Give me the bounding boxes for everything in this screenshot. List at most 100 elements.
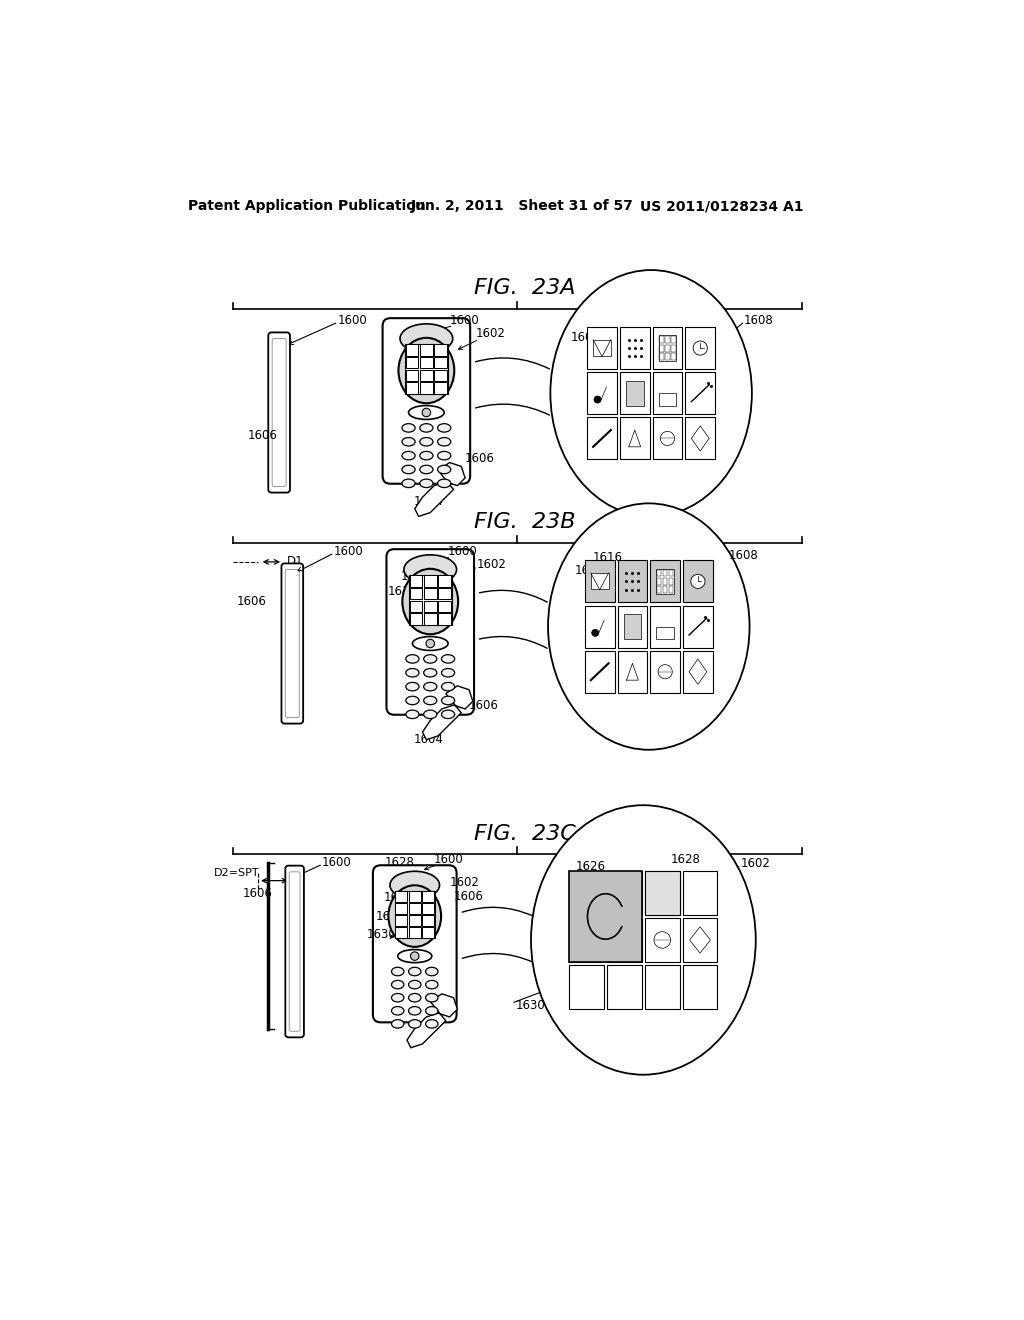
Ellipse shape	[402, 479, 415, 487]
Bar	[666, 345, 670, 351]
Bar	[585, 606, 614, 648]
Bar	[607, 965, 642, 1008]
Ellipse shape	[391, 1007, 403, 1015]
Ellipse shape	[403, 554, 457, 585]
Bar	[409, 891, 421, 902]
Text: 1600: 1600	[450, 314, 479, 326]
Bar	[620, 327, 649, 370]
Bar	[424, 589, 436, 599]
Text: US 2011/0128234 A1: US 2011/0128234 A1	[640, 199, 803, 213]
Bar	[672, 352, 676, 360]
Bar	[438, 614, 451, 624]
Ellipse shape	[550, 271, 752, 516]
Bar	[434, 370, 446, 381]
Bar	[658, 335, 677, 360]
Bar	[650, 651, 680, 693]
Text: 1602: 1602	[477, 558, 507, 572]
FancyBboxPatch shape	[383, 318, 470, 483]
Bar	[683, 560, 713, 602]
Bar	[617, 560, 647, 602]
Ellipse shape	[424, 710, 437, 718]
Bar	[406, 370, 419, 381]
Bar	[659, 337, 664, 343]
Bar	[424, 576, 436, 586]
Bar	[657, 578, 662, 585]
Ellipse shape	[426, 981, 438, 989]
Ellipse shape	[422, 408, 431, 417]
Bar	[422, 891, 434, 902]
Text: 1628: 1628	[385, 855, 415, 869]
Ellipse shape	[391, 994, 403, 1002]
Ellipse shape	[391, 1019, 403, 1028]
Ellipse shape	[391, 968, 403, 975]
Bar	[683, 965, 718, 1008]
Text: FIG.  23B: FIG. 23B	[474, 512, 575, 532]
Bar	[617, 606, 647, 648]
Text: 1602: 1602	[570, 330, 601, 343]
Bar	[645, 917, 680, 962]
Text: 1602: 1602	[574, 564, 604, 577]
Bar	[410, 601, 422, 612]
Bar	[438, 589, 451, 599]
Bar	[685, 372, 715, 414]
Text: FIG.  23C: FIG. 23C	[474, 824, 575, 843]
Bar	[406, 358, 419, 368]
Bar	[422, 915, 434, 925]
Ellipse shape	[424, 655, 437, 663]
Bar	[593, 339, 611, 356]
Text: 1612: 1612	[388, 585, 418, 598]
Bar	[624, 614, 641, 639]
Text: 1604: 1604	[414, 733, 443, 746]
Text: D2=SPT: D2=SPT	[214, 869, 259, 878]
Ellipse shape	[437, 437, 451, 446]
Bar	[659, 345, 664, 351]
FancyBboxPatch shape	[386, 549, 474, 714]
Bar	[620, 372, 649, 414]
Ellipse shape	[437, 465, 451, 474]
Text: 1602: 1602	[740, 857, 770, 870]
Circle shape	[594, 396, 601, 403]
Bar	[422, 927, 434, 937]
Bar	[406, 345, 419, 355]
Bar	[669, 569, 674, 577]
Text: 1600: 1600	[334, 545, 364, 557]
Text: 1606: 1606	[469, 698, 499, 711]
Bar	[620, 417, 649, 459]
Bar	[645, 871, 680, 915]
Text: 1626: 1626	[575, 861, 606, 874]
Bar	[657, 569, 662, 577]
Ellipse shape	[441, 668, 455, 677]
Ellipse shape	[406, 682, 419, 690]
Ellipse shape	[400, 323, 453, 354]
Text: 1606: 1606	[248, 429, 278, 442]
Ellipse shape	[420, 451, 433, 459]
Ellipse shape	[406, 668, 419, 677]
Text: 1602: 1602	[475, 327, 505, 341]
Bar	[406, 383, 419, 393]
PathPatch shape	[423, 686, 473, 739]
Ellipse shape	[437, 479, 451, 487]
FancyBboxPatch shape	[282, 564, 303, 723]
Ellipse shape	[424, 696, 437, 705]
PathPatch shape	[407, 994, 458, 1048]
Bar	[617, 651, 647, 693]
Ellipse shape	[426, 639, 434, 648]
Polygon shape	[689, 927, 711, 953]
Ellipse shape	[441, 710, 455, 718]
Bar	[652, 327, 682, 370]
Ellipse shape	[424, 682, 437, 690]
Bar	[395, 891, 408, 902]
Text: 1600: 1600	[434, 853, 464, 866]
FancyBboxPatch shape	[373, 866, 457, 1022]
Ellipse shape	[406, 710, 419, 718]
Bar	[410, 576, 422, 586]
Ellipse shape	[426, 994, 438, 1002]
Bar	[663, 569, 668, 577]
Bar	[657, 586, 662, 593]
Text: 1608: 1608	[744, 314, 774, 326]
Ellipse shape	[441, 655, 455, 663]
Text: 1630: 1630	[515, 999, 545, 1012]
Ellipse shape	[531, 805, 756, 1074]
FancyBboxPatch shape	[268, 333, 290, 492]
Text: 1602: 1602	[450, 875, 479, 888]
